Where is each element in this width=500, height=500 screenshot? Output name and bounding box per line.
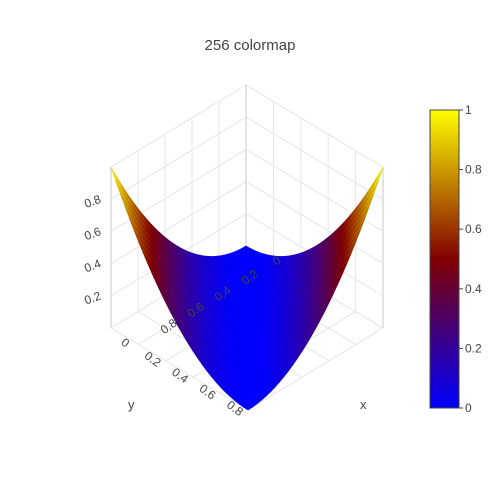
colorbar-tick-label: 0.4	[465, 282, 482, 296]
x-tick-label: 0	[119, 335, 133, 350]
chart-title: 256 colormap	[205, 37, 296, 54]
surface-mesh	[110, 166, 384, 411]
x-tick-label: 0.6	[197, 381, 219, 402]
z-tick-label: 0.8	[82, 192, 103, 211]
grid-line	[245, 84, 384, 168]
colorbar-tick-label: 0	[465, 401, 472, 415]
z-tick-label: 0.6	[82, 224, 103, 243]
colorbar-tick-label: 0.6	[465, 222, 482, 236]
z-tick-label: 0.4	[82, 256, 103, 275]
colorbar-tick-label: 1	[465, 103, 472, 117]
colorbar-gradient	[429, 109, 460, 409]
grid-line	[110, 84, 247, 168]
grid-line	[247, 327, 384, 411]
colorbar-tick-label: 0.8	[465, 163, 482, 177]
surface-cell	[110, 166, 121, 188]
colorbar-tick-label: 0.2	[465, 341, 482, 355]
grid-line	[110, 327, 249, 411]
x-axis-label: x	[360, 397, 367, 412]
surface-cell	[373, 166, 384, 188]
surface-cell	[242, 404, 254, 411]
colorbar-ticks: 0 0.2 0.4 0.6 0.8 1	[459, 103, 482, 415]
x-tick-label: 0.2	[142, 349, 164, 370]
grid-line	[110, 181, 247, 265]
x-tick-label: 0.4	[169, 365, 191, 386]
grid-line	[245, 181, 384, 265]
grid-line	[110, 116, 247, 200]
z-tick-label: 0.2	[82, 289, 103, 308]
grid-line	[245, 116, 384, 200]
colorbar: 0 0.2 0.4 0.6 0.8 1	[429, 103, 482, 415]
y-axis-label: y	[128, 397, 135, 412]
